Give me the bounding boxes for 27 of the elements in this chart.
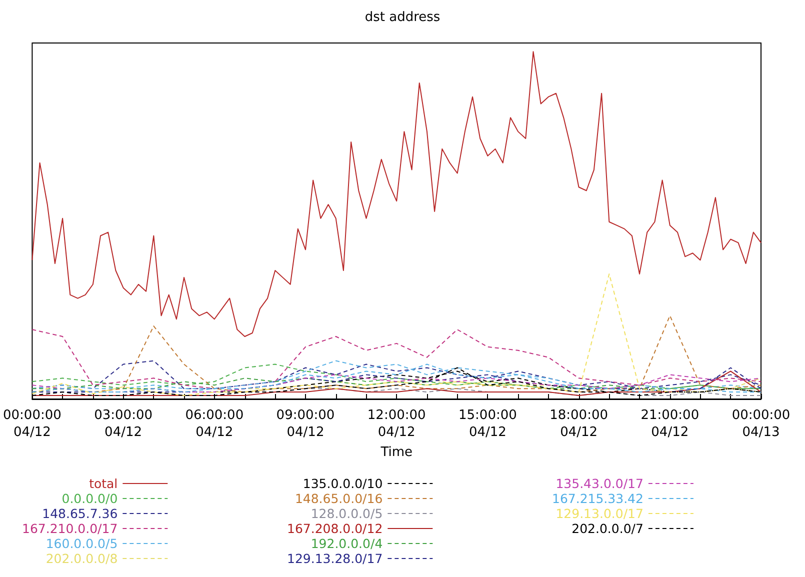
x-tick-label: 18:00:00 04/12 (550, 408, 608, 440)
x-tick-label: 21:00:00 04/12 (640, 408, 700, 440)
x-axis-title: Time (380, 444, 413, 460)
legend-label: 167.208.0.0/12 (286, 521, 383, 536)
legend-label: total (89, 476, 118, 491)
legend-label: 160.0.0.0/5 (46, 536, 118, 551)
x-tick-label: 15:00:00 04/12 (458, 408, 517, 440)
x-tick-label: 12:00:00 04/12 (367, 408, 426, 440)
legend-label: 202.0.0.0/7 (572, 521, 644, 536)
legend-label: 192.0.0.0/4 (310, 536, 383, 551)
x-tick-label: 09:00:00 04/12 (276, 408, 335, 440)
chart-title: dst address (364, 10, 440, 25)
legend-label: 202.0.0.0/8 (46, 551, 118, 566)
x-tick-label: 00:00:00 04/12 (3, 408, 62, 440)
legend-label: 129.13.0.0/17 (556, 506, 644, 521)
legend-label: 129.13.28.0/17 (286, 551, 383, 566)
legend-label: 135.43.0.0/17 (556, 476, 644, 491)
legend-label: 167.210.0.0/17 (22, 521, 118, 536)
legend-label: 135.0.0.0/10 (302, 476, 383, 491)
legend-label: 128.0.0.0/5 (310, 506, 383, 521)
x-tick-label: 00:00:00 04/13 (732, 408, 790, 440)
legend-label: 148.65.7.36 (42, 506, 118, 521)
legend-label: 148.65.0.0/16 (294, 491, 383, 506)
legend-label: 0.0.0.0/0 (62, 491, 118, 506)
x-tick-label: 03:00:00 04/12 (94, 408, 152, 440)
legend-label: 167.215.33.42 (552, 491, 644, 506)
x-tick-label: 06:00:00 04/12 (185, 408, 244, 440)
